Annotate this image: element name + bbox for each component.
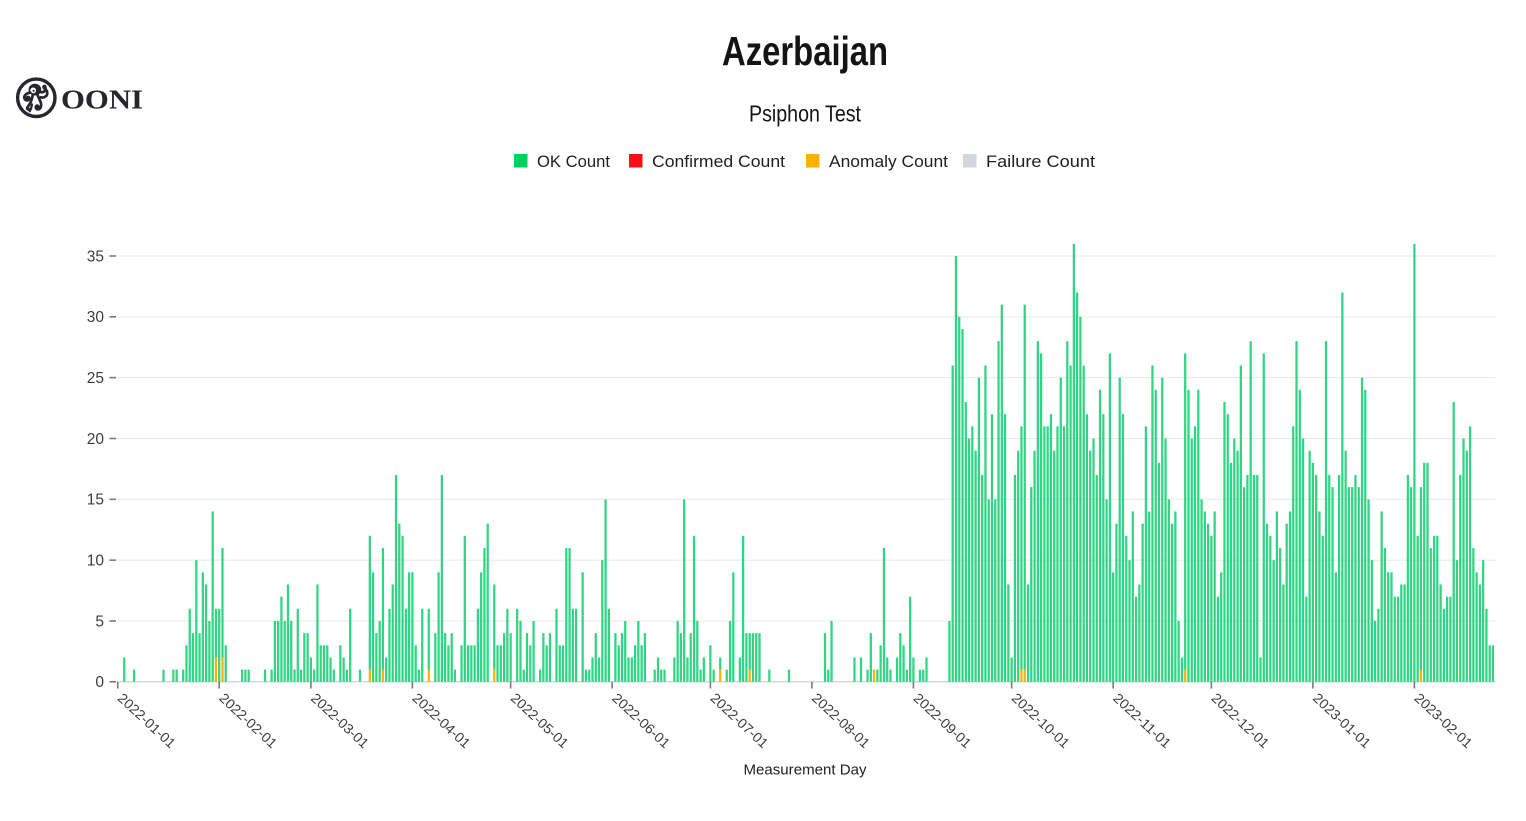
svg-text:2022-10-01: 2022-10-01 — [1009, 690, 1073, 751]
svg-text:10: 10 — [87, 552, 105, 569]
svg-text:2022-12-01: 2022-12-01 — [1208, 690, 1272, 751]
svg-text:2022-05-01: 2022-05-01 — [508, 690, 572, 751]
svg-text:2022-04-01: 2022-04-01 — [409, 690, 473, 751]
svg-text:25: 25 — [87, 370, 104, 387]
svg-text:Confirmed Count: Confirmed Count — [652, 152, 785, 171]
svg-text:2022-09-01: 2022-09-01 — [910, 690, 974, 751]
svg-text:Anomaly Count: Anomaly Count — [829, 152, 948, 171]
svg-text:2022-11-01: 2022-11-01 — [1110, 690, 1174, 751]
svg-text:2022-07-01: 2022-07-01 — [707, 690, 771, 751]
svg-text:Measurement Day: Measurement Day — [744, 762, 867, 779]
svg-text:Azerbaijan: Azerbaijan — [722, 28, 888, 74]
svg-text:OK Count: OK Count — [537, 152, 610, 171]
svg-text:2022-03-01: 2022-03-01 — [308, 690, 372, 751]
svg-text:Psiphon Test: Psiphon Test — [749, 101, 862, 127]
svg-text:20: 20 — [87, 431, 105, 448]
svg-text:2023-01-01: 2023-01-01 — [1310, 690, 1374, 751]
svg-text:OONI: OONI — [61, 84, 143, 115]
svg-text:2023-02-01: 2023-02-01 — [1411, 690, 1475, 751]
svg-text:2022-01-01: 2022-01-01 — [115, 690, 179, 751]
svg-text:Failure Count: Failure Count — [986, 152, 1095, 171]
svg-text:2022-02-01: 2022-02-01 — [216, 690, 280, 751]
svg-text:30: 30 — [87, 309, 105, 326]
svg-text:35: 35 — [87, 248, 104, 265]
svg-text:2022-08-01: 2022-08-01 — [809, 690, 873, 751]
svg-text:2022-06-01: 2022-06-01 — [609, 690, 673, 751]
svg-text:5: 5 — [95, 613, 104, 630]
svg-text:0: 0 — [95, 674, 104, 691]
svg-text:15: 15 — [87, 492, 104, 509]
